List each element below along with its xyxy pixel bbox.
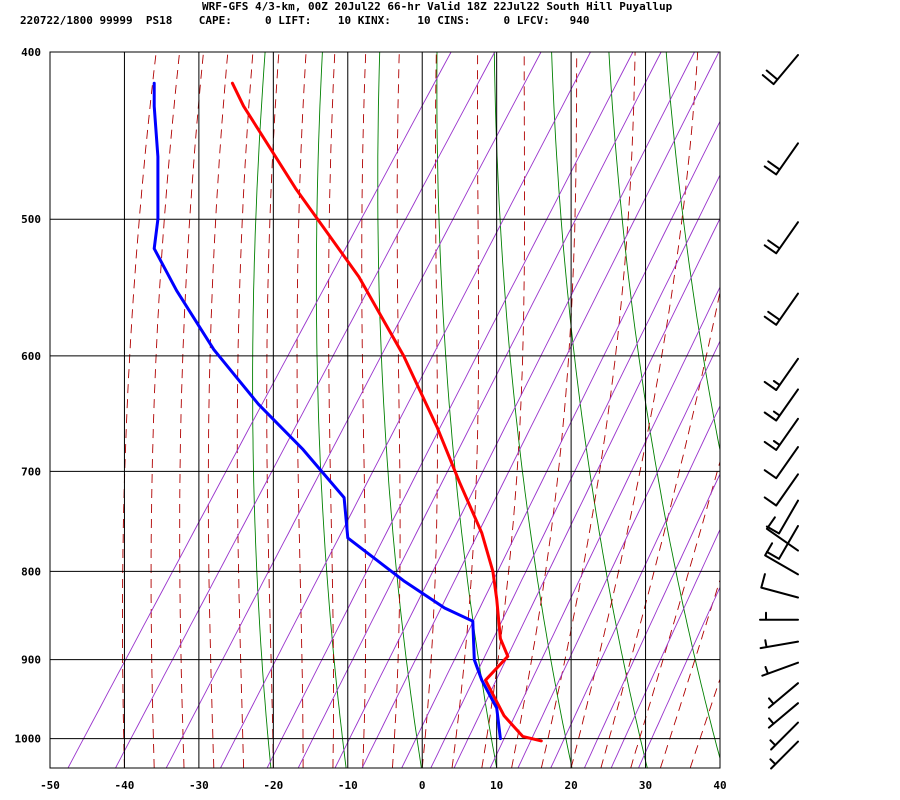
x-tick-label: -50: [40, 779, 60, 792]
wind-barb: [763, 292, 799, 326]
x-tick-label: -20: [263, 779, 283, 792]
dry-adiabat: [781, 52, 900, 768]
moist-adiabat: [540, 52, 636, 768]
plot-frame: [49, 51, 721, 769]
wind-barb: [765, 499, 799, 535]
mixing-ratio-line: [610, 528, 720, 768]
mixing-ratio-line: [266, 52, 634, 768]
moist-adiabat: [150, 52, 181, 768]
moist-adiabat: [511, 52, 578, 768]
dry-adiabat: [608, 52, 720, 761]
wind-barb: [769, 740, 799, 770]
mixing-ratio-line: [220, 52, 591, 768]
y-tick-label: 500: [21, 213, 41, 226]
x-tick-label: 20: [564, 779, 577, 792]
mixing-ratio-line: [334, 52, 695, 768]
dry-adiabat: [315, 52, 347, 768]
moist-adiabat: [570, 52, 699, 768]
moist-adiabat: [719, 766, 720, 768]
wind-barb: [763, 446, 799, 480]
moist-adiabat: [296, 52, 307, 768]
wind-barb: [763, 388, 799, 422]
dry-adiabat: [665, 52, 720, 453]
y-tick-label: 700: [21, 465, 41, 478]
mixing-ratio-line: [361, 52, 720, 768]
moist-adiabat: [630, 459, 720, 768]
grid: [50, 51, 721, 768]
tick-labels: 400 500 600 700 800 900 1000 -50 -40 -30 -20 -10 0 10…: [15, 46, 727, 792]
x-tick-label: 40: [713, 779, 726, 792]
moist-adiabat: [361, 52, 367, 768]
dry-adiabat: [252, 52, 272, 768]
y-tick-label: 800: [21, 565, 41, 578]
dry-adiabat: [838, 52, 900, 768]
mixing-ratio-line: [517, 340, 720, 768]
temperature-line: [230, 81, 543, 743]
mixing-ratio-line: [401, 120, 720, 768]
background-lines: [67, 52, 900, 768]
wind-barb: [767, 702, 799, 729]
y-tick-label: 900: [21, 654, 41, 667]
dry-adiabat: [377, 52, 422, 768]
mixing-ratio-line: [638, 586, 720, 768]
x-tick-label: -10: [338, 779, 358, 792]
mixing-ratio-line: [430, 174, 720, 768]
wind-barb: [763, 473, 799, 507]
dry-adiabat: [724, 52, 874, 768]
sounding-indices: 220722/1800 99999 PS18 CAPE: 0 LIFT: 10 …: [20, 14, 590, 27]
wind-barb: [760, 573, 799, 599]
y-tick-label: 1000: [15, 733, 42, 746]
moist-adiabat: [659, 578, 720, 768]
moist-adiabat: [236, 52, 254, 768]
x-tick-label: -30: [189, 779, 209, 792]
wind-barb: [763, 417, 799, 451]
wind-barb: [763, 357, 799, 391]
wind-barb: [761, 661, 799, 677]
chart-title: WRF-GFS 4/3-km, 00Z 20Jul22 66-hr Valid …: [202, 0, 673, 13]
wind-barb: [759, 611, 799, 621]
wind-barb: [759, 639, 799, 650]
moist-adiabat: [179, 52, 204, 768]
dewpoint-line: [152, 81, 502, 741]
dry-adiabat: [436, 52, 498, 768]
profile-layer: [152, 81, 543, 743]
dry-adiabat: [551, 52, 648, 768]
mixing-ratio-line: [453, 217, 720, 768]
mixing-ratio-line: [165, 52, 542, 768]
wind-barb: [764, 542, 799, 576]
wind-barbs: [759, 54, 799, 770]
moist-adiabat: [266, 52, 280, 768]
wind-barb: [763, 221, 799, 255]
mixing-ratio-line: [550, 404, 720, 768]
mixing-ratio-line: [67, 52, 452, 768]
x-tick-label: -40: [115, 779, 135, 792]
moist-adiabat: [600, 289, 720, 768]
moist-adiabat: [122, 52, 157, 768]
mixing-ratio-line: [115, 52, 496, 768]
moist-adiabat: [328, 52, 336, 768]
x-tick-label: 10: [490, 779, 503, 792]
moist-adiabat: [451, 52, 480, 768]
x-tick-label: 0: [419, 779, 426, 792]
wind-barb: [769, 721, 799, 751]
moist-adiabat: [481, 52, 525, 768]
mixing-ratio-line: [489, 286, 720, 768]
wind-barb: [765, 525, 799, 560]
wind-barb: [767, 682, 799, 709]
moist-adiabat: [689, 677, 720, 768]
wind-barb: [761, 54, 799, 86]
moist-adiabat: [391, 52, 401, 768]
moist-adiabat: [207, 52, 229, 768]
y-tick-label: 400: [21, 46, 41, 59]
x-tick-label: 30: [639, 779, 652, 792]
wind-barb: [763, 142, 799, 176]
mixing-ratio-line: [583, 473, 720, 768]
y-tick-label: 600: [21, 350, 41, 363]
dry-adiabat: [895, 52, 900, 768]
